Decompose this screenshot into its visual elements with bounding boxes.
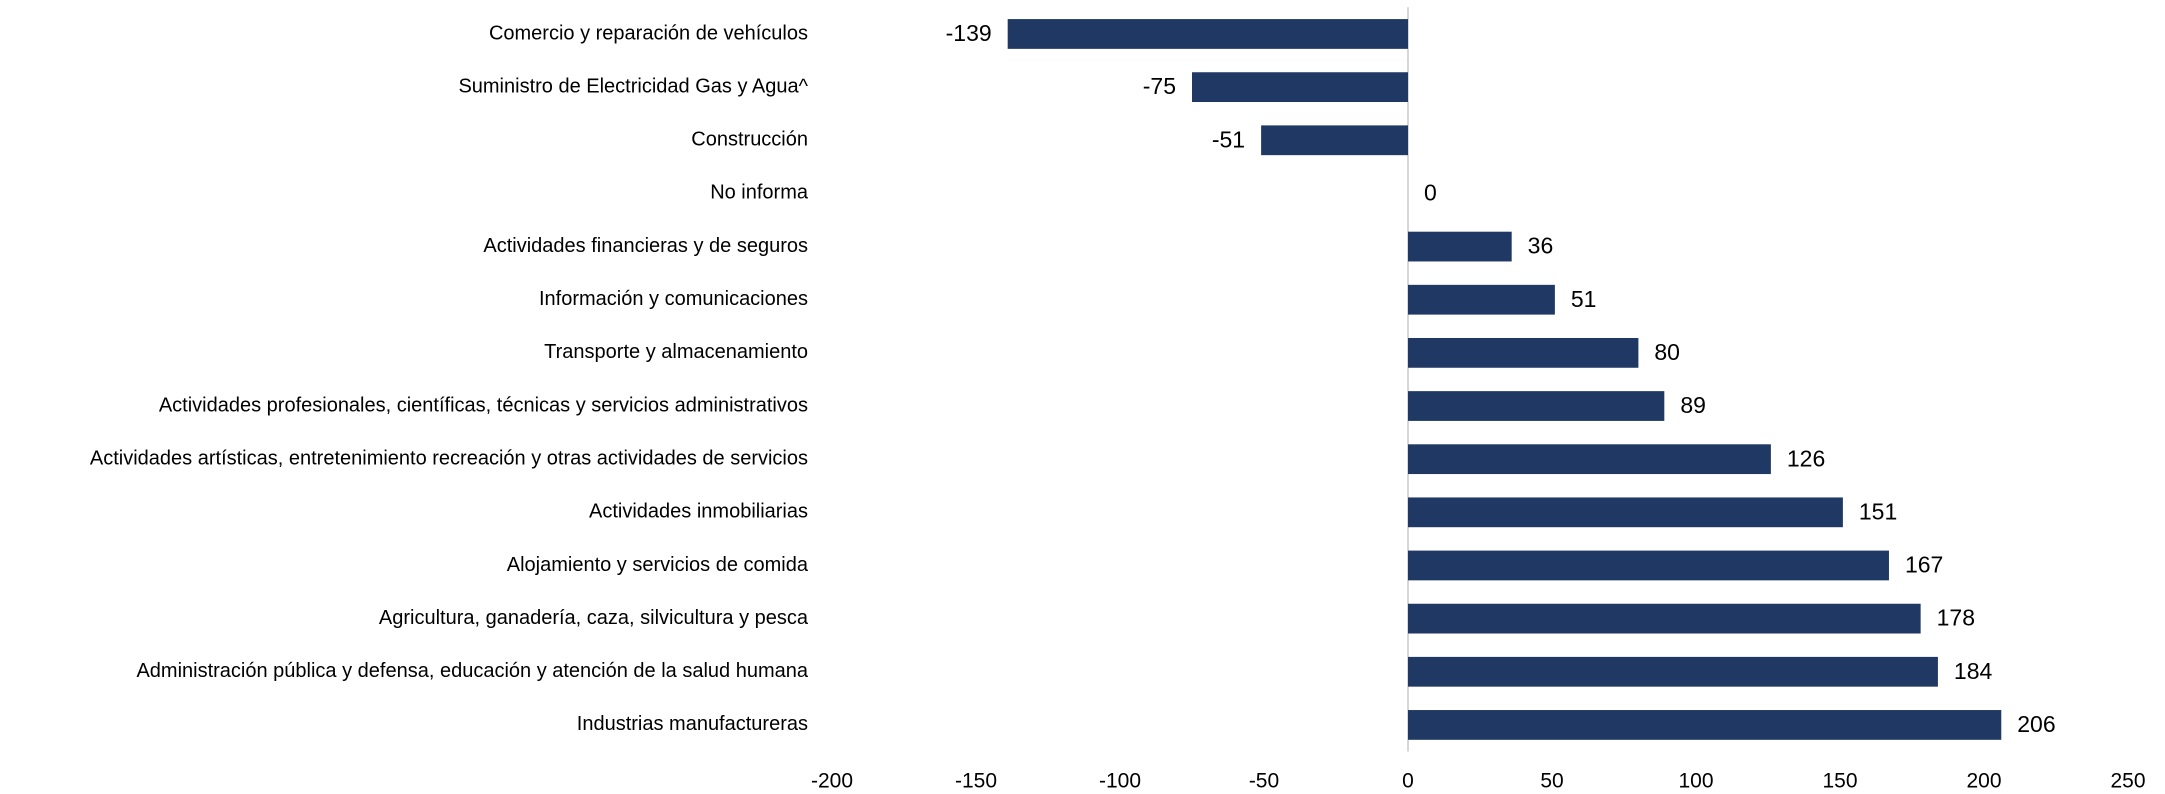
bar bbox=[1408, 656, 1938, 687]
value-label: 51 bbox=[1571, 286, 1597, 312]
category-label: Industrias manufactureras bbox=[577, 713, 808, 735]
category-label: Alojamiento y servicios de comida bbox=[507, 554, 809, 576]
value-label: -139 bbox=[946, 20, 992, 46]
category-label: Comercio y reparación de vehículos bbox=[489, 22, 808, 44]
category-label: Actividades inmobiliarias bbox=[589, 501, 808, 523]
bar bbox=[1408, 550, 1889, 581]
bar bbox=[1007, 19, 1408, 49]
x-tick-label: 250 bbox=[2110, 770, 2145, 793]
value-label: -75 bbox=[1143, 73, 1176, 99]
bar bbox=[1408, 603, 1921, 634]
category-label: Actividades profesionales, científicas, … bbox=[159, 394, 808, 416]
value-label: 206 bbox=[2017, 711, 2055, 737]
x-tick-label: 150 bbox=[1822, 770, 1857, 793]
category-label: Información y comunicaciones bbox=[539, 288, 808, 310]
category-label: Construcción bbox=[691, 129, 808, 151]
value-label: -51 bbox=[1212, 126, 1245, 152]
value-label: 167 bbox=[1905, 552, 1943, 578]
x-tick-label: -150 bbox=[955, 770, 997, 793]
value-label: 126 bbox=[1787, 445, 1825, 471]
bar bbox=[1408, 337, 1639, 368]
bar bbox=[1192, 72, 1408, 103]
x-tick-label: 0 bbox=[1402, 770, 1414, 793]
bar bbox=[1261, 125, 1408, 156]
category-label: Agricultura, ganadería, caza, silvicultu… bbox=[379, 607, 809, 629]
bar bbox=[1408, 497, 1843, 528]
value-label: 184 bbox=[1954, 658, 1993, 684]
value-label: 0 bbox=[1424, 180, 1437, 206]
x-tick-label: -100 bbox=[1099, 770, 1141, 793]
category-label: Administración pública y defensa, educac… bbox=[136, 660, 808, 682]
bar bbox=[1408, 391, 1665, 421]
category-label: Suministro de Electricidad Gas y Agua^ bbox=[458, 75, 808, 97]
bar bbox=[1408, 231, 1512, 262]
bar bbox=[1408, 444, 1771, 475]
category-label: Actividades artísticas, entretenimiento … bbox=[90, 447, 808, 469]
bar bbox=[1408, 284, 1555, 315]
value-label: 36 bbox=[1528, 233, 1554, 259]
category-label: Actividades financieras y de seguros bbox=[483, 235, 808, 257]
x-tick-label: -200 bbox=[811, 770, 853, 793]
x-tick-label: 100 bbox=[1678, 770, 1713, 793]
category-label: Transporte y almacenamiento bbox=[544, 341, 808, 363]
bar bbox=[1408, 710, 2002, 740]
value-label: 89 bbox=[1680, 392, 1706, 418]
value-label: 151 bbox=[1859, 498, 1897, 524]
x-tick-label: -50 bbox=[1249, 770, 1279, 793]
x-tick-label: 50 bbox=[1540, 770, 1563, 793]
value-label: 80 bbox=[1654, 339, 1680, 365]
category-label: No informa bbox=[710, 182, 809, 204]
value-label: 178 bbox=[1937, 605, 1975, 631]
x-tick-label: 200 bbox=[1966, 770, 2001, 793]
